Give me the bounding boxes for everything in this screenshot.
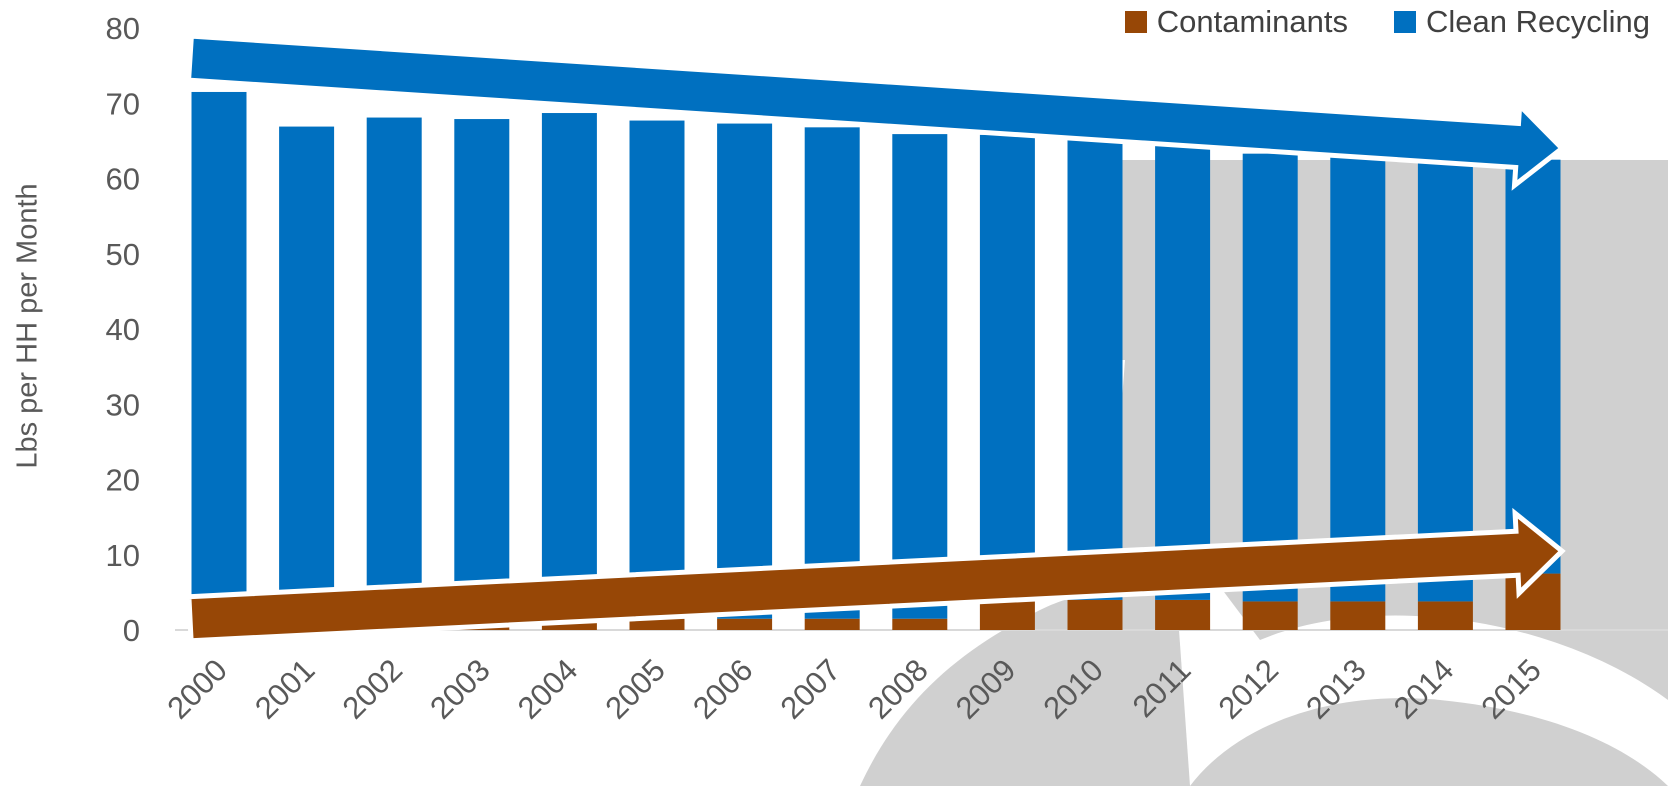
- bar-contaminants: [1067, 599, 1123, 630]
- bar-contaminants: [979, 599, 1035, 630]
- y-tick-label: 30: [106, 387, 140, 422]
- y-tick-label: 10: [106, 538, 140, 573]
- bar-clean-recycling: [454, 119, 510, 624]
- bar-contaminants: [717, 618, 773, 630]
- y-tick-label: 20: [106, 463, 140, 498]
- bar-clean-recycling: [1155, 142, 1211, 600]
- legend-label-contaminants: Contaminants: [1156, 4, 1348, 39]
- x-tick-label: 2012: [1212, 652, 1286, 726]
- bar-contaminants: [1242, 601, 1298, 630]
- bar-contaminants: [629, 618, 685, 630]
- bar-clean-recycling: [541, 113, 597, 619]
- y-tick-label: 50: [106, 237, 140, 272]
- bar-contaminants: [1155, 599, 1211, 630]
- bar-contaminants: [1505, 573, 1561, 630]
- x-tick-label: 2004: [511, 652, 585, 726]
- x-tick-label: 2002: [336, 652, 410, 726]
- bar-clean-recycling: [717, 123, 773, 619]
- bar-contaminants: [804, 618, 860, 630]
- legend: Contaminants Clean Recycling: [1124, 4, 1650, 40]
- y-axis-label: Lbs per HH per Month: [11, 183, 44, 469]
- bar-clean-recycling: [1067, 138, 1123, 600]
- x-tick-label: 2005: [598, 652, 672, 726]
- bar-clean-recycling: [279, 126, 335, 628]
- bar-clean-recycling: [1505, 159, 1561, 574]
- y-tick-label: 60: [106, 162, 140, 197]
- bar-clean-recycling: [191, 91, 247, 628]
- x-tick-label: 2001: [248, 652, 322, 726]
- x-tick-label: 2003: [423, 652, 497, 726]
- legend-item-clean-recycling: Clean Recycling: [1394, 4, 1650, 40]
- bar-clean-recycling: [1242, 153, 1298, 602]
- y-tick-label: 70: [106, 86, 140, 121]
- bar-clean-recycling: [1417, 153, 1473, 602]
- trend-arrow-up: [186, 507, 1566, 644]
- bar-clean-recycling: [1330, 157, 1386, 602]
- bar-contaminants: [1330, 601, 1386, 630]
- bar-clean-recycling: [804, 127, 860, 619]
- y-tick-label: 40: [106, 312, 140, 347]
- bar-clean-recycling: [629, 120, 685, 619]
- x-tick-label: 2000: [160, 652, 234, 726]
- legend-swatch-clean-recycling: [1394, 11, 1416, 33]
- bar-contaminants: [1417, 601, 1473, 630]
- legend-item-contaminants: Contaminants: [1124, 4, 1348, 40]
- bar-clean-recycling: [366, 117, 422, 627]
- bar-contaminants: [892, 618, 948, 630]
- x-tick-label: 2006: [686, 652, 760, 726]
- y-tick-label: 80: [106, 11, 140, 46]
- bar-clean-recycling: [892, 134, 948, 619]
- trend-arrow-down: [185, 33, 1566, 191]
- y-tick-label: 0: [123, 613, 140, 648]
- bar-clean-recycling: [979, 134, 1035, 600]
- legend-label-clean-recycling: Clean Recycling: [1426, 4, 1650, 39]
- trend-arrows: [185, 33, 1566, 644]
- bars: [191, 91, 1561, 630]
- x-tick-label: 2007: [774, 652, 848, 726]
- legend-swatch-contaminants: [1124, 11, 1147, 33]
